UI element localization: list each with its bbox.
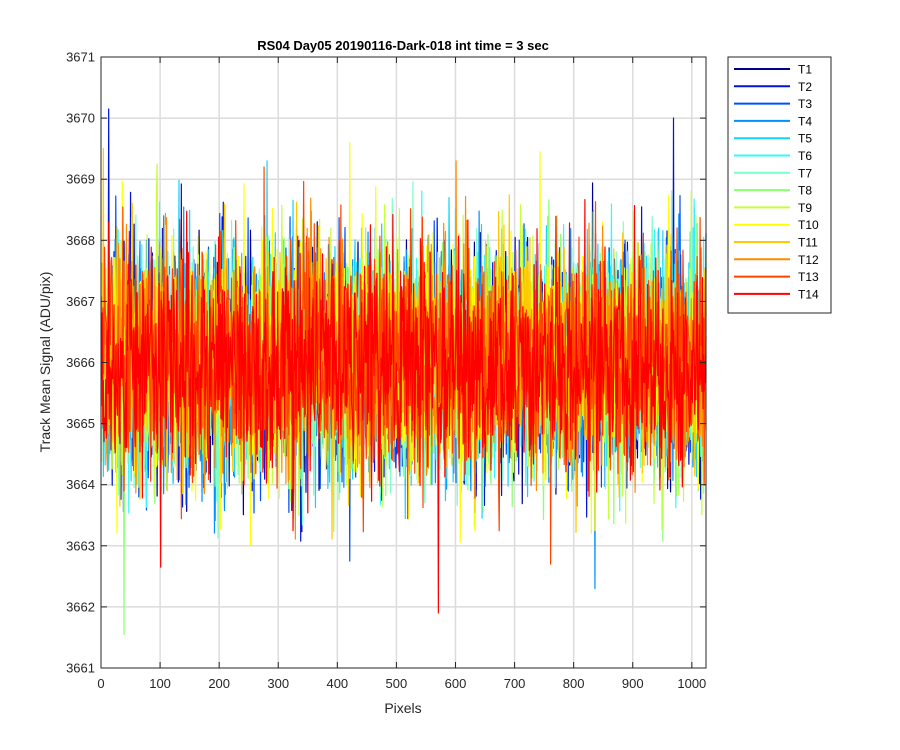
legend: T1 T2 T3 T4 T5 T6 T7 T8 T9 T10 T11 T12 T13 T14: [727, 56, 832, 314]
x-tick-label: 100: [149, 676, 171, 691]
series-line-t14: [100, 199, 707, 614]
legend-label-t8: T8: [798, 184, 812, 198]
legend-label-t1: T1: [798, 63, 812, 77]
x-tick-label: 200: [208, 676, 230, 691]
x-tick-label: 600: [445, 676, 467, 691]
y-tick-label: 3666: [66, 355, 95, 370]
x-tick-label: 0: [97, 676, 104, 691]
legend-label-t6: T6: [798, 149, 812, 163]
x-axis-label: Pixels: [384, 700, 421, 716]
x-tick-label: 400: [326, 676, 348, 691]
legend-label-t11: T11: [798, 236, 818, 250]
y-tick-label: 3662: [66, 599, 95, 614]
y-tick-label: 3671: [66, 50, 95, 65]
axis-ticks: 0 100 200 300 400 500 600 700 800 900 1000 3661 3662…: [66, 50, 706, 692]
y-tick-label: 3668: [66, 233, 95, 248]
series-lines: [100, 108, 707, 635]
legend-label-t4: T4: [798, 114, 812, 128]
legend-label-t2: T2: [798, 80, 812, 94]
legend-box: [727, 56, 832, 314]
legend-label-t13: T13: [798, 270, 819, 284]
y-tick-label: 3667: [66, 294, 95, 309]
y-axis-label: Track Mean Signal (ADU/pix): [37, 272, 53, 453]
y-tick-label: 3669: [66, 172, 95, 187]
x-tick-label: 800: [563, 676, 585, 691]
legend-label-t7: T7: [798, 166, 812, 180]
y-tick-label: 3670: [66, 111, 95, 126]
legend-label-t5: T5: [798, 132, 812, 146]
chart-title: RS04 Day05 20190116-Dark-018 int time = …: [257, 38, 549, 53]
x-tick-label: 1000: [677, 676, 706, 691]
x-tick-label: 900: [622, 676, 644, 691]
x-tick-label: 300: [267, 676, 289, 691]
legend-label-t9: T9: [798, 201, 812, 215]
y-tick-label: 3663: [66, 538, 95, 553]
x-tick-label: 700: [504, 676, 526, 691]
y-tick-label: 3664: [66, 477, 95, 492]
y-tick-label: 3665: [66, 416, 95, 431]
x-tick-label: 500: [386, 676, 408, 691]
legend-label-t14: T14: [798, 287, 819, 301]
legend-label-t10: T10: [798, 218, 819, 232]
legend-label-t3: T3: [798, 97, 812, 111]
y-tick-label: 3661: [66, 661, 95, 676]
legend-label-t12: T12: [798, 253, 819, 267]
